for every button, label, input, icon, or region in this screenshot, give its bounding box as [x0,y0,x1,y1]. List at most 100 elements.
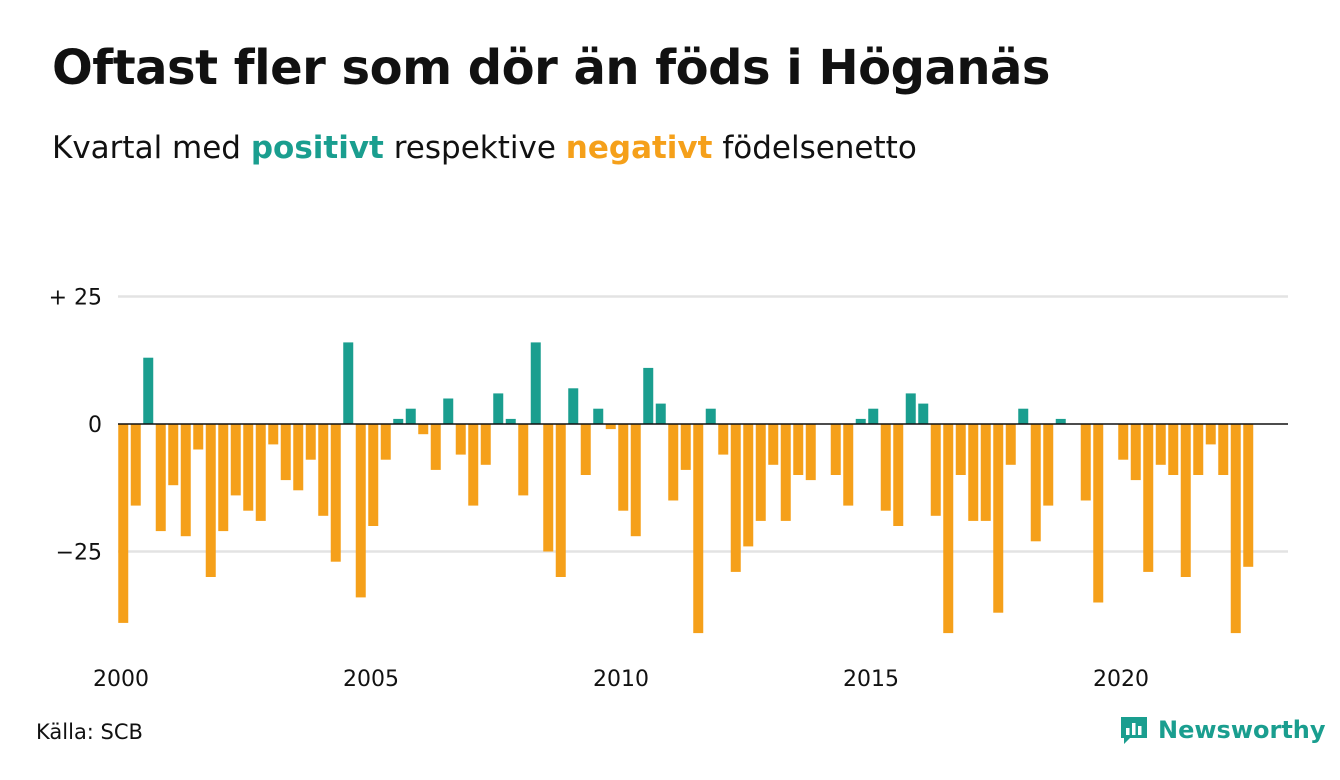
bar [268,424,279,445]
bar [405,408,416,424]
x-tick-label: 2015 [843,667,899,692]
y-tick-label: −25 [56,541,102,566]
bar [793,424,804,475]
chart-subtitle: Kvartal med positivt respektive negativt… [52,130,917,166]
bar [930,424,941,516]
bar [1155,424,1166,465]
bar [180,424,191,537]
brand-name: Newsworthy [1158,716,1326,744]
bar [193,424,204,450]
chart-title: Oftast fler som dör än föds i Höganäs [52,40,1050,96]
bar [1043,424,1054,506]
bar [318,424,329,516]
bar [243,424,254,511]
bar [255,424,266,521]
bar [305,424,316,460]
bar [205,424,216,577]
bar [155,424,166,532]
bar [1055,418,1066,424]
source-note: Källa: SCB [36,720,143,744]
bar [1193,424,1204,475]
bar [118,424,129,623]
subtitle-text-end: födelsenetto [712,130,917,166]
bar [780,424,791,521]
bar [1118,424,1129,460]
bar [505,418,516,424]
subtitle-text-start: Kvartal med [52,130,251,166]
bar [680,424,691,470]
x-tick-label: 2010 [593,667,649,692]
x-tick-label: 2000 [93,667,149,692]
subtitle-negative-keyword: negativt [565,130,713,166]
x-tick-label: 2005 [343,667,399,692]
bar [830,424,841,475]
bar [143,357,154,424]
bar [905,393,916,424]
bar [968,424,979,521]
bar [130,424,141,506]
bar [993,424,1004,613]
bar [380,424,391,460]
bar [1180,424,1191,577]
bar [643,367,654,424]
bar [730,424,741,572]
bar [443,398,454,424]
bar [855,418,866,424]
bar [1130,424,1141,481]
bar [743,424,754,547]
bar [1080,424,1091,501]
bar [480,424,491,465]
bar [368,424,379,526]
bar [705,408,716,424]
bar [1168,424,1179,475]
bar [1205,424,1216,445]
y-tick-label: + 25 [49,286,102,311]
bar [768,424,779,465]
bar [168,424,179,486]
bar [880,424,891,511]
bar [518,424,529,496]
bar [355,424,366,598]
bar [1030,424,1041,542]
brand-logo: Newsworthy [1118,714,1326,746]
bar [605,424,616,430]
bar [943,424,954,634]
bar [805,424,816,481]
bar [280,424,291,481]
axes: + 25 0 −25 2000 2005 2010 2015 2020 [49,286,1288,692]
subtitle-positive-keyword: positivt [250,130,384,166]
bar [530,342,541,424]
bar [893,424,904,526]
bar [630,424,641,537]
bar [218,424,229,532]
bar [1093,424,1104,603]
bar [293,424,304,491]
bar [1230,424,1241,634]
bar [693,424,704,634]
bar [918,403,929,424]
bar [1005,424,1016,465]
bar [668,424,679,501]
subtitle-text-middle: respektive [383,130,566,166]
bar [418,424,429,435]
bar [593,408,604,424]
bar [1018,408,1029,424]
bar [843,424,854,506]
bar [468,424,479,506]
bars [118,342,1254,634]
y-tick-label: 0 [88,413,102,438]
bar [393,418,404,424]
bar [1143,424,1154,572]
bar [955,424,966,475]
bar [555,424,566,577]
bar [430,424,441,470]
bar [1243,424,1254,567]
bar-chart-speech-bubble-icon [1121,717,1147,744]
bar [230,424,241,496]
bar [618,424,629,511]
bar [580,424,591,475]
bar [330,424,341,562]
bar [455,424,466,455]
x-tick-label: 2020 [1093,667,1149,692]
bar [755,424,766,521]
